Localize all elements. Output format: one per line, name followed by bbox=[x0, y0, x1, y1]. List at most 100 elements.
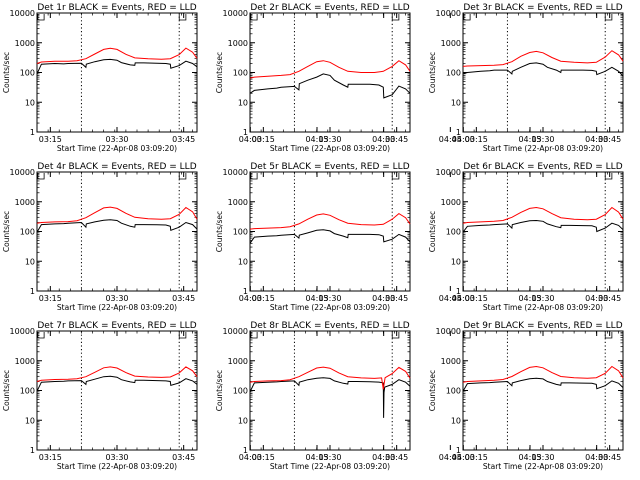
x-tick-label: 04:15 bbox=[305, 135, 328, 144]
y-axis-label: Counts/sec bbox=[2, 370, 11, 411]
x-tick-label: 03:30 bbox=[318, 135, 341, 144]
x-tick-label: 03:15 bbox=[465, 135, 488, 144]
top-marker-left bbox=[250, 173, 258, 180]
x-tick-label: 04:45 bbox=[439, 135, 462, 144]
panel-2: Det 2r BLACK = Events, RED = LLD11010010… bbox=[215, 3, 608, 153]
x-tick-label: 04:30 bbox=[372, 294, 395, 303]
top-marker-left bbox=[463, 173, 471, 180]
top-marker-left bbox=[37, 14, 45, 21]
top-marker-right bbox=[391, 332, 400, 339]
y-tick-label: 100 bbox=[446, 69, 461, 78]
panel-9: Det 9r BLACK = Events, RED = LLD 1 10 100 10… bbox=[428, 321, 624, 471]
y-tick-label: 100 bbox=[233, 387, 248, 396]
x-tick-label: 04:45 bbox=[439, 294, 462, 303]
y-axis-label: Counts/sec bbox=[428, 211, 437, 252]
series-events bbox=[462, 377, 624, 392]
x-tick-label: 03:45 bbox=[598, 453, 621, 462]
x-tick-label: 04:15 bbox=[305, 294, 328, 303]
x-tick-label: 03:45 bbox=[385, 294, 408, 303]
top-marker-right bbox=[391, 173, 400, 180]
x-axis-label: Start Time (22-Apr-08 03:09:20) bbox=[57, 462, 177, 471]
x-tick-label: 03:30 bbox=[105, 453, 128, 462]
x-axis-label: Start Time (22-Apr-08 03:09:20) bbox=[483, 144, 603, 153]
y-tick-label: 1 bbox=[243, 446, 248, 455]
x-axis-label: Start Time (22-Apr-08 03:09:20) bbox=[483, 303, 603, 312]
series-lld bbox=[36, 47, 198, 64]
y-tick-label: 1000 bbox=[15, 39, 35, 48]
y-tick-label: 10000 bbox=[436, 9, 461, 18]
x-tick-label: 03:30 bbox=[531, 453, 554, 462]
x-tick-label: 04:45 bbox=[439, 453, 462, 462]
x-tick-label: 04:30 bbox=[372, 135, 395, 144]
y-tick-label: 1000 bbox=[441, 357, 461, 366]
top-marker-left bbox=[463, 14, 471, 21]
series-lld bbox=[462, 365, 624, 383]
y-tick-label: 100 bbox=[446, 387, 461, 396]
top-marker-right bbox=[391, 14, 400, 21]
y-tick-label: 1000 bbox=[441, 198, 461, 207]
panel-title: Det 5r BLACK = Events, RED = LLD bbox=[250, 162, 409, 172]
plot-frame bbox=[249, 330, 411, 451]
top-marker-left bbox=[37, 332, 45, 339]
plot-frame bbox=[462, 12, 624, 133]
plot-frame bbox=[462, 330, 624, 451]
y-axis-label: Counts/sec bbox=[215, 211, 224, 252]
x-tick-label: 03:45 bbox=[385, 135, 408, 144]
x-tick-label: 03:15 bbox=[39, 135, 62, 144]
y-tick-label: 10000 bbox=[223, 9, 248, 18]
panel-title: Det 9r BLACK = Events, RED = LLD bbox=[463, 321, 622, 331]
panel-8: Det 8r BLACK = Events, RED = LLD 1 10 100 10… bbox=[215, 321, 608, 471]
series-events bbox=[462, 219, 624, 233]
plot-frame bbox=[36, 330, 198, 451]
y-tick-label: 100 bbox=[233, 69, 248, 78]
y-axis-label: Counts/sec bbox=[428, 370, 437, 411]
y-tick-label: 100 bbox=[20, 69, 35, 78]
series-events bbox=[36, 58, 198, 75]
x-axis-label: Start Time (22-Apr-08 03:09:20) bbox=[270, 462, 390, 471]
panel-3: Det 3r BLACK = Events, RED = LLD 1 10 100 10… bbox=[428, 3, 624, 153]
x-axis-label: Start Time (22-Apr-08 03:09:20) bbox=[57, 144, 177, 153]
x-tick-label: 04:15 bbox=[518, 135, 541, 144]
panel-1: Det 1r BLACK = Events, RED = LLD11010010… bbox=[2, 3, 462, 153]
x-axis-label: Start Time (22-Apr-08 03:09:20) bbox=[270, 144, 390, 153]
x-tick-label: 04:30 bbox=[585, 294, 608, 303]
y-tick-label: 1000 bbox=[228, 198, 248, 207]
x-tick-label: 03:30 bbox=[318, 453, 341, 462]
y-tick-label: 10 bbox=[451, 257, 461, 266]
panel-title: Det 8r BLACK = Events, RED = LLD bbox=[250, 321, 409, 331]
x-axis-label: Start Time (22-Apr-08 03:09:20) bbox=[270, 303, 390, 312]
top-marker-left bbox=[250, 332, 258, 339]
x-tick-label: 03:15 bbox=[39, 453, 62, 462]
x-tick-label: 03:15 bbox=[252, 453, 275, 462]
top-marker-right bbox=[604, 173, 613, 180]
x-tick-label: 04:00 bbox=[239, 135, 262, 144]
y-tick-label: 10 bbox=[451, 416, 461, 425]
x-tick-label: 03:15 bbox=[252, 135, 275, 144]
y-tick-label: 10 bbox=[25, 98, 35, 107]
y-tick-label: 1 bbox=[456, 128, 461, 137]
panel-title: Det 3r BLACK = Events, RED = LLD bbox=[463, 3, 622, 13]
x-tick-label: 04:00 bbox=[239, 453, 262, 462]
x-axis-label: Start Time (22-Apr-08 03:09:20) bbox=[483, 462, 603, 471]
y-tick-label: 1000 bbox=[228, 39, 248, 48]
x-tick-label: 04:30 bbox=[372, 453, 395, 462]
panel-6: Det 6r BLACK = Events, RED = LLD 1 10 100 10… bbox=[428, 162, 624, 312]
top-marker-left bbox=[463, 332, 471, 339]
y-tick-label: 1000 bbox=[441, 39, 461, 48]
x-tick-label: 04:15 bbox=[305, 453, 328, 462]
x-tick-label: 03:15 bbox=[465, 294, 488, 303]
panel-title: Det 4r BLACK = Events, RED = LLD bbox=[37, 162, 196, 172]
y-tick-label: 100 bbox=[20, 387, 35, 396]
y-axis-label: Counts/sec bbox=[2, 52, 11, 93]
plot-frame bbox=[36, 12, 198, 133]
y-tick-label: 1 bbox=[243, 128, 248, 137]
x-tick-label: 03:45 bbox=[598, 294, 621, 303]
x-tick-label: 03:30 bbox=[318, 294, 341, 303]
y-tick-label: 10000 bbox=[10, 327, 35, 336]
y-tick-label: 1000 bbox=[15, 357, 35, 366]
top-marker-left bbox=[37, 173, 45, 180]
plot-frame bbox=[249, 12, 411, 133]
panel-title: Det 2r BLACK = Events, RED = LLD bbox=[250, 3, 409, 13]
x-axis-label: Start Time (22-Apr-08 03:09:20) bbox=[57, 303, 177, 312]
